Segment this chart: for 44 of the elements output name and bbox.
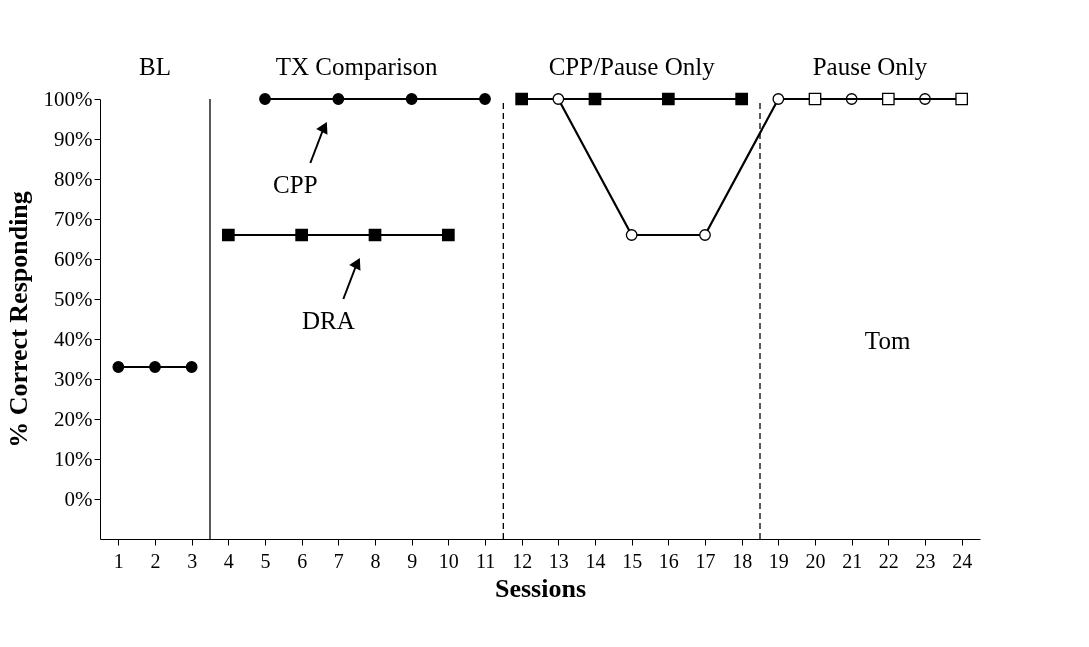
x-tick-label: 18	[732, 549, 753, 572]
x-tick-label: 10	[438, 549, 459, 572]
x-tick-label: 19	[768, 549, 789, 572]
y-tick-label: 60%	[54, 246, 93, 271]
x-tick-label: 22	[878, 549, 899, 572]
x-tick-label: 7	[333, 549, 344, 572]
x-tick-label: 20	[805, 549, 826, 572]
x-tick-label: 6	[297, 549, 308, 572]
x-tick-label: 12	[512, 549, 533, 572]
x-tick-label: 21	[842, 549, 863, 572]
x-tick-label: 9	[407, 549, 418, 572]
y-axis-title: % Correct Responding	[3, 191, 33, 448]
y-tick-label: 80%	[54, 166, 93, 191]
x-tick-label: 17	[695, 549, 716, 572]
text: Pause Only	[812, 53, 928, 80]
y-tick-label: 50%	[54, 286, 93, 311]
x-tick-label: 14	[585, 549, 606, 572]
x-tick-label: 1	[113, 549, 124, 572]
y-tick-label: 70%	[54, 206, 93, 231]
y-tick-label: 90%	[54, 126, 93, 151]
x-tick-label: 3	[187, 549, 198, 572]
x-tick-label: 11	[475, 549, 496, 572]
y-tick-label: 30%	[54, 366, 93, 391]
annotation: Tom	[864, 327, 911, 354]
y-tick-label: 40%	[54, 326, 93, 351]
x-tick-label: 16	[658, 549, 679, 572]
x-tick-label: 24	[952, 549, 973, 572]
text: TX Comparison	[275, 53, 439, 80]
x-tick-label: 13	[548, 549, 569, 572]
y-tick-label: 0%	[64, 486, 93, 511]
annotation: DRA	[301, 307, 355, 334]
x-tick-label: 8	[370, 549, 381, 572]
x-tick-label: 2	[150, 549, 161, 572]
x-axis-title: Sessions	[494, 573, 587, 603]
x-tick-label: 4	[223, 549, 234, 572]
x-tick-label: 15	[622, 549, 643, 572]
text: CPP/Pause Only	[548, 53, 716, 80]
x-tick-label: 23	[915, 549, 936, 572]
text: BL	[139, 53, 171, 80]
y-tick-label: 10%	[54, 446, 93, 471]
x-tick-label: 5	[260, 549, 271, 572]
y-tick-label: 100%	[43, 86, 93, 111]
annotation: CPP	[273, 171, 318, 198]
y-tick-label: 20%	[54, 406, 93, 431]
